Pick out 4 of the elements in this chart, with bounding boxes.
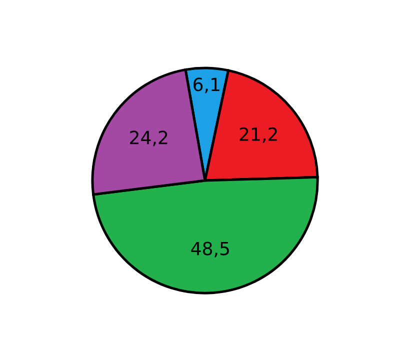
- data-label: 24,2: [130, 130, 168, 146]
- data-label: 6,1: [194, 78, 220, 94]
- data-label: 48,5: [191, 242, 229, 258]
- data-label: 21,2: [240, 127, 277, 143]
